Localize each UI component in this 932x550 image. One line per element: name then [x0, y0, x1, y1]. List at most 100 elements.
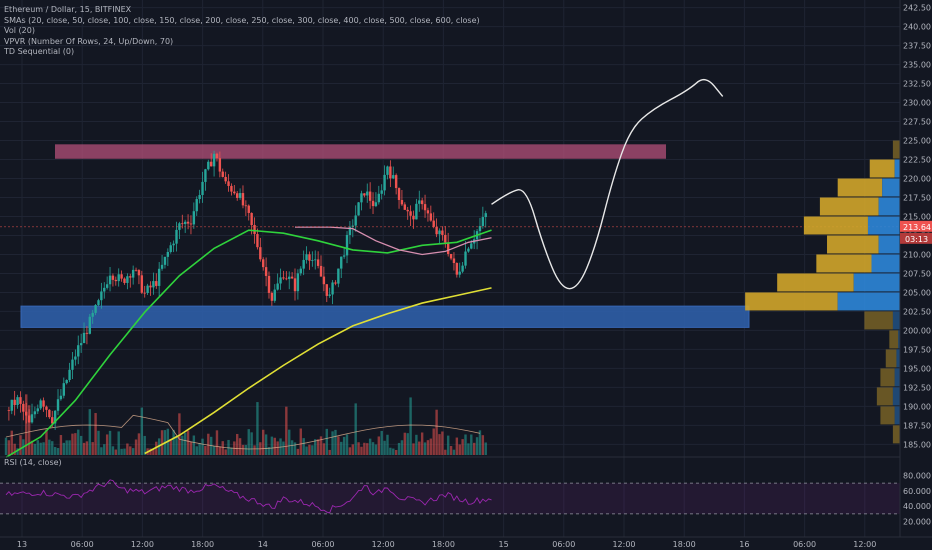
volume-bar [30, 440, 34, 455]
candle-body [146, 285, 149, 294]
candle-body [394, 175, 398, 189]
candle-body [253, 225, 256, 235]
y-tick-label: 195.00 [903, 364, 931, 373]
volume-bar [360, 446, 363, 455]
volume-bar [129, 446, 132, 455]
candle-body [308, 254, 311, 261]
candle-body [380, 190, 383, 194]
td-sequential-legend[interactable]: TD Sequential (0) [4, 47, 75, 56]
candle-body [152, 281, 155, 288]
x-tick-label: 18:00 [432, 540, 455, 549]
volume-bar [276, 441, 279, 455]
volume-bar [48, 439, 51, 455]
candle-body [337, 268, 340, 284]
volume-bar [82, 442, 86, 455]
candle-body [13, 399, 16, 406]
vp-row-up [837, 292, 900, 311]
candle-body [342, 255, 346, 257]
vp-row-down [869, 159, 895, 178]
candle-body [314, 259, 317, 261]
y-tick-label: 217.50 [903, 193, 931, 202]
volume-bars [4, 394, 487, 455]
rsi-legend[interactable]: RSI (14, close) [4, 458, 62, 467]
volume-bar [270, 436, 274, 455]
candle-body [186, 221, 190, 224]
vp-row-down [880, 368, 895, 387]
candle-body [481, 217, 485, 227]
volume-bar [429, 438, 433, 455]
timer-badge [900, 232, 932, 244]
candle-body [33, 411, 37, 415]
vpvr-legend[interactable]: VPVR (Number Of Rows, 24, Up/Down, 70) [4, 36, 174, 46]
volume-bar [302, 438, 305, 455]
candle-body [432, 220, 435, 227]
x-tick-label: 18:00 [191, 540, 214, 549]
volume-legend[interactable]: Vol (20) [4, 26, 35, 35]
candle-body [467, 248, 470, 252]
y-tick-label: 222.50 [903, 156, 931, 165]
volume-bar [94, 413, 97, 455]
candle-body [91, 312, 94, 317]
candle-body [204, 169, 207, 182]
volume-bar [201, 438, 204, 455]
volume-bar [374, 444, 378, 455]
y-tick-label: 207.50 [903, 269, 931, 278]
volume-bar [74, 433, 77, 455]
support-zone [20, 305, 750, 328]
volume-bar [470, 434, 473, 455]
candle-body [105, 284, 109, 288]
candle-body [461, 265, 464, 272]
volume-bar [111, 446, 115, 455]
volume-bar [224, 449, 227, 455]
candle-body [247, 205, 250, 213]
candle-body [458, 271, 461, 275]
volume-bar [19, 435, 22, 455]
volume-bar [120, 448, 123, 455]
candle-body [282, 277, 285, 279]
candle-body [172, 243, 175, 246]
candle-body [374, 202, 378, 207]
candle-body [400, 200, 404, 205]
volume-bar [392, 448, 395, 455]
volume-bar [311, 445, 314, 455]
candle-body [155, 281, 158, 286]
candle-body [357, 202, 360, 216]
candle-body [276, 283, 279, 290]
volume-bar [412, 443, 415, 455]
volume-bar [100, 447, 103, 455]
x-tick-label: 12:00 [612, 540, 635, 549]
vp-row-up [853, 273, 900, 292]
volume-bar [340, 441, 343, 455]
volume-bar [160, 430, 164, 455]
rsi-tick-label: 60.000 [903, 487, 931, 496]
candle-body [470, 243, 473, 249]
volume-bar [108, 430, 112, 455]
candle-body [97, 300, 100, 306]
vp-row-up [867, 216, 900, 235]
volume-bar [285, 406, 288, 455]
candle-body [181, 223, 184, 225]
volume-bar [71, 433, 74, 455]
candle-body [238, 193, 242, 198]
vp-row-down [864, 311, 893, 330]
volume-bar [131, 448, 135, 455]
candle-body [452, 258, 456, 264]
symbol-title[interactable]: Ethereum / Dollar, 15, BITFINEX [4, 5, 132, 14]
candle-body [236, 193, 239, 198]
sma-pink-line [295, 226, 492, 256]
volume-bar [186, 430, 190, 455]
candle-body [143, 292, 146, 294]
x-tick-label: 13 [17, 540, 27, 549]
sma-legend[interactable]: SMAs (20, close, 50, close, 100, close, … [4, 15, 480, 25]
volume-bar [426, 440, 430, 455]
candle-body [198, 195, 201, 200]
candle-body [134, 269, 138, 271]
candle-body [412, 215, 415, 220]
candle-body [441, 230, 444, 235]
candle-body [48, 409, 51, 418]
volume-bar [36, 440, 39, 455]
volume-bar [114, 449, 118, 455]
volume-bar [51, 441, 54, 455]
candle-body [464, 251, 467, 266]
